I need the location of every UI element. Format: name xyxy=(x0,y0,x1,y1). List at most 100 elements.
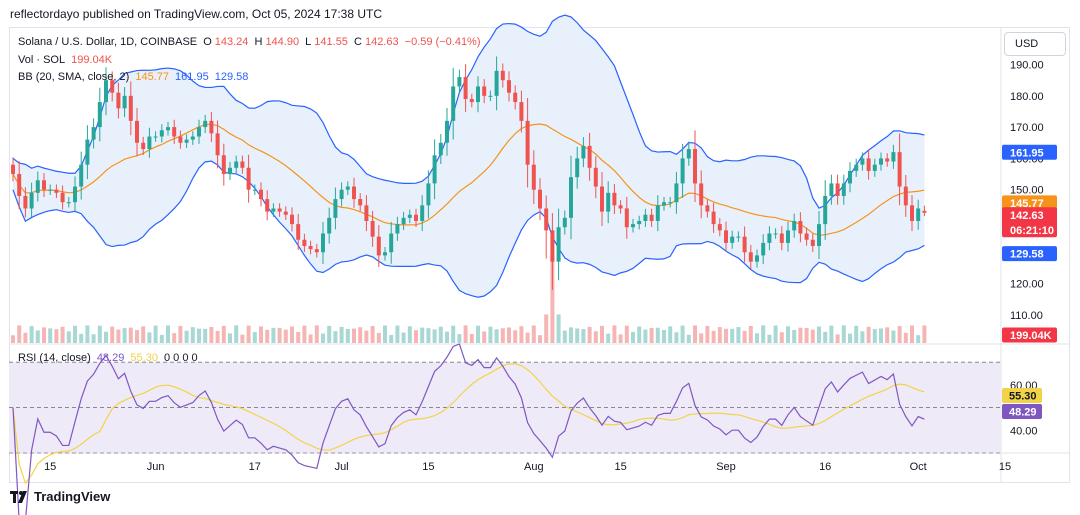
candle-body xyxy=(184,139,189,143)
candle-body xyxy=(860,158,865,165)
volume-bar xyxy=(476,325,480,343)
volume-bar xyxy=(221,325,226,343)
volume-bar xyxy=(42,327,46,343)
volume-bar xyxy=(383,325,387,343)
publisher-line: reflectordayo published on TradingView.c… xyxy=(10,7,382,21)
candle-body xyxy=(841,183,846,196)
volume-bar xyxy=(197,328,201,343)
candle-body xyxy=(178,136,183,143)
candle-body xyxy=(265,199,270,212)
candle-body xyxy=(879,158,883,165)
volume-bar xyxy=(922,325,927,343)
candle-body xyxy=(686,149,691,159)
volume-bar xyxy=(438,326,443,343)
volume-bar xyxy=(494,329,499,343)
volume-bar xyxy=(290,326,294,343)
candle-body xyxy=(197,127,201,137)
candle-body xyxy=(538,189,542,209)
candle-body xyxy=(110,80,115,93)
current-price-tag-countdown: 06:21:10 xyxy=(1010,225,1054,237)
symbol-legend[interactable]: Solana / U.S. Dollar, 1D, COINBASE O 143.… xyxy=(18,36,484,48)
rsi-value: 48.29 xyxy=(96,352,125,364)
volume-bar xyxy=(680,325,685,343)
candle-body xyxy=(60,192,65,203)
volume-bar xyxy=(463,325,468,343)
candle-body xyxy=(500,70,505,81)
candle-body xyxy=(556,227,561,262)
volume-bar xyxy=(153,325,158,343)
candle-body xyxy=(221,155,226,175)
volume-bar xyxy=(457,334,462,343)
volume-bar xyxy=(209,327,214,343)
rsi-legend[interactable]: RSI (14, close) 48.29 55.30 0 0 0 0 xyxy=(18,352,201,364)
time-tick-label: Aug xyxy=(524,461,544,473)
candle-body xyxy=(817,224,821,247)
volume-bar xyxy=(85,325,90,343)
candles xyxy=(11,56,927,290)
bb-legend[interactable]: BB (20, SMA, close, 2) 145.77 161.95 129… xyxy=(18,71,251,83)
volume-bar xyxy=(135,330,139,343)
bb-lower-value: 129.58 xyxy=(214,71,249,83)
candle-body xyxy=(569,177,573,218)
volume-bar xyxy=(265,329,270,343)
candle-body xyxy=(234,161,239,168)
volume-bar xyxy=(686,334,691,343)
candle-body xyxy=(531,164,536,190)
candle-body xyxy=(804,233,809,240)
candle-body xyxy=(296,224,301,240)
candle-body xyxy=(432,155,437,184)
candle-body xyxy=(469,98,474,103)
bb-lower-tag: 129.58 xyxy=(1010,249,1044,261)
candle-body xyxy=(600,186,604,212)
volume-bar xyxy=(736,327,741,343)
candle-body xyxy=(668,202,673,204)
candle-body xyxy=(35,180,40,193)
candle-body xyxy=(507,80,511,93)
candle-body xyxy=(420,205,425,221)
volume-bar xyxy=(525,332,530,343)
rsi-ma-tag-bg xyxy=(1002,388,1042,404)
volume-bar xyxy=(432,329,437,343)
volume-bar xyxy=(91,334,96,343)
volume-bar xyxy=(835,334,840,343)
volume-bar xyxy=(445,331,449,343)
volume-bar xyxy=(593,331,598,343)
volume-bar xyxy=(773,325,778,343)
candle-body xyxy=(91,127,96,140)
candle-body xyxy=(389,233,394,253)
candle-body xyxy=(717,224,722,231)
candle-body xyxy=(581,145,586,159)
volume-legend[interactable]: Vol · SOL 199.04K xyxy=(18,54,115,66)
bb-label: BB (20, SMA, close, 2) xyxy=(18,71,130,83)
high-label: H xyxy=(254,36,263,48)
volume-bar xyxy=(11,335,15,343)
volume-bar xyxy=(885,327,890,343)
volume-bar xyxy=(327,325,332,343)
candle-body xyxy=(897,152,902,187)
candle-body xyxy=(482,86,487,96)
close-value: 142.63 xyxy=(364,36,399,48)
time-tick-label: 15 xyxy=(614,461,626,473)
volume-bar xyxy=(916,335,921,343)
volume-value: 199.04K xyxy=(71,54,113,66)
candle-body xyxy=(302,239,307,247)
current-price-tag: 142.63 xyxy=(1010,210,1044,222)
volume-bar xyxy=(903,332,908,343)
candle-body xyxy=(885,158,890,162)
candle-body xyxy=(463,77,468,99)
candle-body xyxy=(308,246,313,250)
candle-body xyxy=(339,189,344,200)
candle-body xyxy=(792,220,797,231)
candle-body xyxy=(23,195,28,209)
footer[interactable]: TradingView xyxy=(10,489,110,504)
volume-bar xyxy=(376,333,381,343)
currency-button[interactable]: USD xyxy=(1004,32,1066,56)
candle-body xyxy=(321,233,325,253)
bb-basis-line xyxy=(12,123,925,236)
candle-body xyxy=(426,183,431,206)
current-price-tag-bg xyxy=(1002,207,1057,238)
candle-body xyxy=(73,186,77,203)
rsi-ma-line xyxy=(12,363,925,485)
volume-bar xyxy=(655,327,660,343)
